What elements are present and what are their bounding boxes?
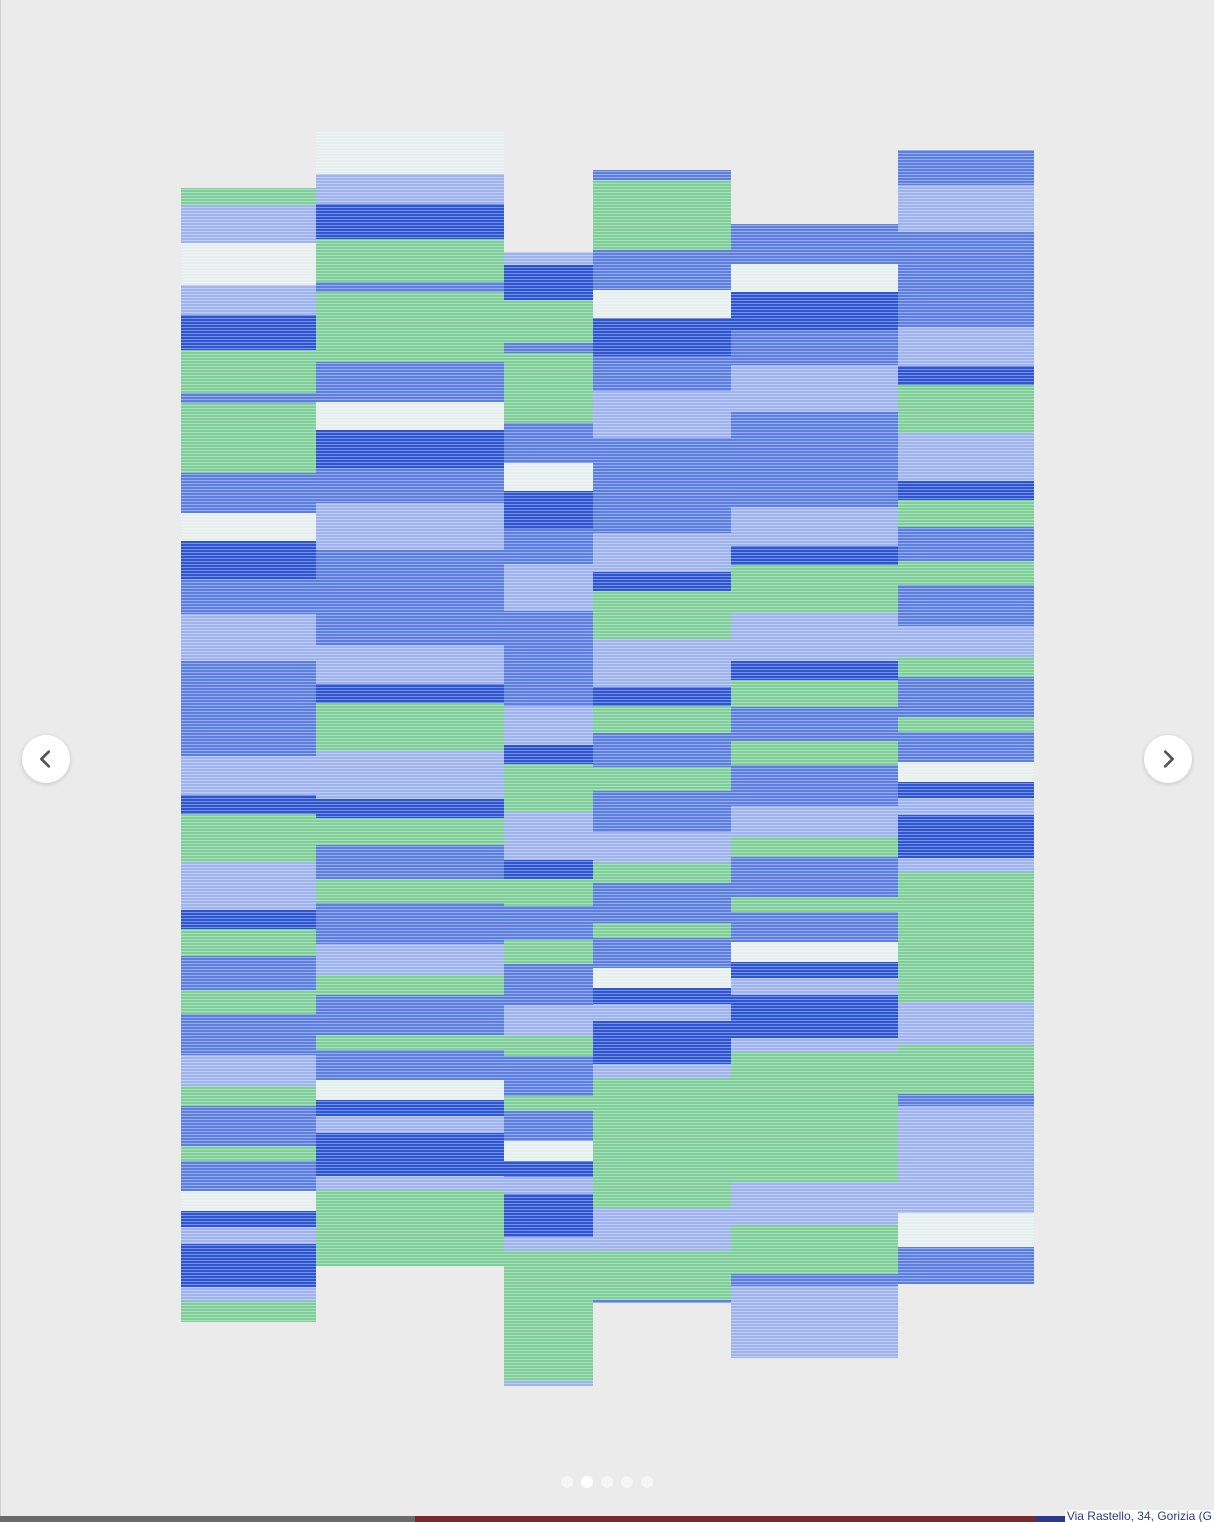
chevron-right-icon [1163, 750, 1174, 768]
slide-dot-1[interactable] [561, 1476, 573, 1488]
previous-slide-button[interactable] [22, 735, 70, 783]
slide-indicator [561, 1476, 653, 1488]
viewer-left-border [0, 0, 1, 1522]
stripe-column-texture [731, 224, 898, 1358]
stripe-column-texture [898, 150, 1034, 1284]
stripe-column-texture [504, 252, 593, 1386]
slide-dot-3[interactable] [601, 1476, 613, 1488]
background-content-strip [0, 1516, 1214, 1522]
strip-segment [0, 1516, 415, 1522]
slide-dot-5[interactable] [641, 1476, 653, 1488]
stripe-column-texture [181, 188, 316, 1322]
chevron-left-icon [40, 750, 51, 768]
stripe-column-texture [593, 170, 731, 1303]
strip-segment [415, 1516, 1035, 1522]
stripe-column-texture [316, 132, 504, 1266]
address-caption: Via Rastello, 34, Gorizia (G [1064, 1510, 1214, 1522]
slide-dot-4[interactable] [621, 1476, 633, 1488]
slide-dot-2-active[interactable] [581, 1476, 593, 1488]
next-slide-button[interactable] [1144, 735, 1192, 783]
